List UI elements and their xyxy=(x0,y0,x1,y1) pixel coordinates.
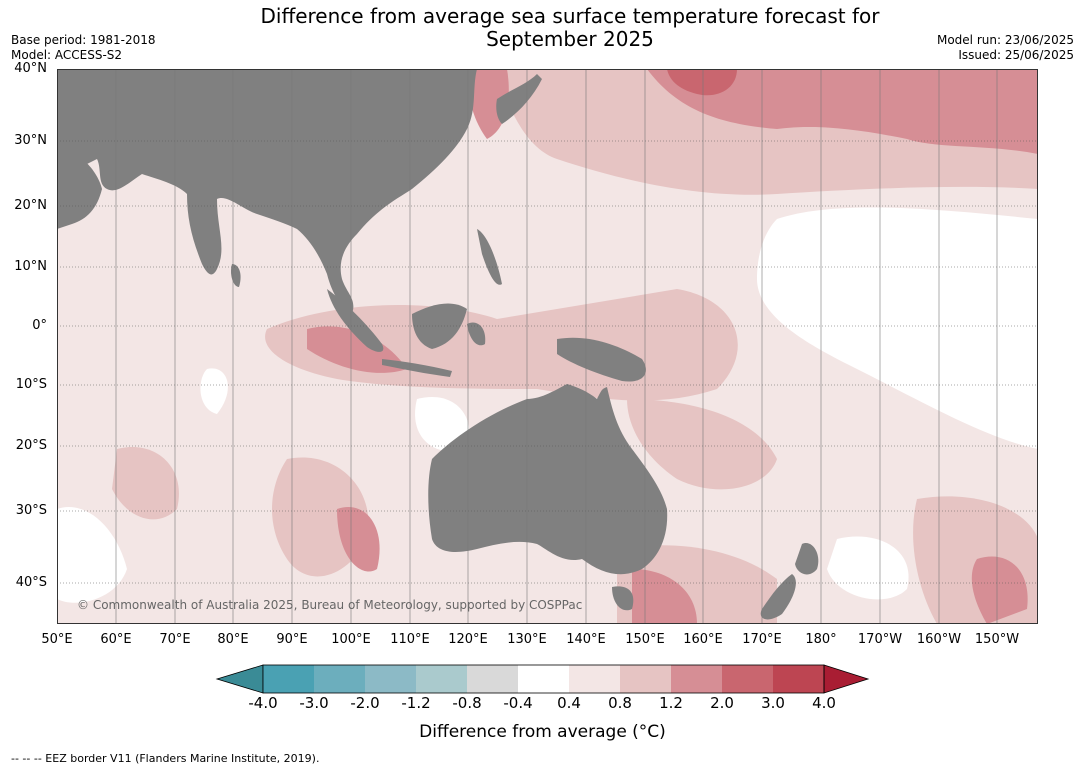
lat-label-40n: 40°N xyxy=(14,61,47,76)
landmass-nz-south-island xyxy=(760,574,796,620)
map-frame xyxy=(57,69,1038,624)
colorbar-cell-11 xyxy=(773,665,824,693)
lon-label-170e: 170°E xyxy=(742,632,782,647)
lon-label-150w: 150°W xyxy=(974,632,1020,647)
anomaly-warmer-japan xyxy=(467,69,509,139)
colorbar-tick-7: 0.8 xyxy=(608,694,632,712)
lat-label-10n: 10°N xyxy=(14,259,47,274)
lat-label-10s: 10°S xyxy=(15,377,47,392)
landmass-new-guinea xyxy=(557,337,646,382)
colorbar-tick-3: -1.2 xyxy=(401,694,431,712)
anomaly-neutral-w-indian xyxy=(200,368,228,414)
landmass-philippines xyxy=(477,229,502,285)
landmass-arabia xyxy=(57,149,102,229)
colorbar-tick-4: -0.8 xyxy=(452,694,482,712)
colorbar-cell-9 xyxy=(671,665,722,693)
meta-right: Model run: 23/06/2025 Issued: 25/06/2025 xyxy=(937,33,1074,63)
eez-footnote: -- -- -- EEZ border V11 (Flanders Marine… xyxy=(11,752,320,765)
anomaly-warmer-nw-pacific xyxy=(647,69,1038,154)
lon-label-80e: 80°E xyxy=(217,632,249,647)
colorbar-tick-5: -0.4 xyxy=(503,694,533,712)
map-title: Difference from average sea surface temp… xyxy=(220,5,920,51)
colorbar-tick-11: 4.0 xyxy=(812,694,836,712)
lon-label-160w: 160°W xyxy=(916,632,962,647)
lon-label-90e: 90°E xyxy=(276,632,308,647)
lon-label-120e: 120°E xyxy=(448,632,488,647)
anomaly-hot-nw-pacific xyxy=(667,69,737,96)
landmass-nz-north-island xyxy=(795,543,819,575)
colorbar-tick-0: -4.0 xyxy=(248,694,278,712)
colorbar-label: Difference from average (°C) xyxy=(419,722,666,742)
landmass-borneo xyxy=(412,303,467,349)
colorbar-tick-1: -3.0 xyxy=(299,694,329,712)
anomaly-warm-s-indian-2 xyxy=(112,447,179,520)
lon-label-180: 180° xyxy=(805,632,837,647)
colorbar-cell-5 xyxy=(467,665,518,693)
lon-label-140e: 140°E xyxy=(566,632,606,647)
lon-label-110e: 110°E xyxy=(390,632,430,647)
colorbar-tick-9: 2.0 xyxy=(710,694,734,712)
sst-anomaly-map xyxy=(57,69,1038,624)
lon-label-170w: 170°W xyxy=(857,632,903,647)
lat-label-30s: 30°S xyxy=(15,503,47,518)
lon-label-50e: 50°E xyxy=(41,632,73,647)
anomaly-neutral-tasman xyxy=(827,536,909,600)
landmass-japan xyxy=(496,74,542,124)
lon-label-60e: 60°E xyxy=(100,632,132,647)
colorbar-cell-7 xyxy=(569,665,620,693)
colorbar-frame xyxy=(262,664,825,694)
colorbar-cell-8 xyxy=(620,665,671,693)
lat-label-30n: 30°N xyxy=(14,133,47,148)
landmass-java xyxy=(382,359,452,377)
colorbar-cell-4 xyxy=(416,665,467,693)
landmass-australia xyxy=(428,384,668,575)
lat-label-20n: 20°N xyxy=(14,198,47,213)
landmass-asia xyxy=(57,69,477,314)
lat-label-0: 0° xyxy=(32,318,47,333)
meta-left: Base period: 1981-2018 Model: ACCESS-S2 xyxy=(11,33,156,63)
anomaly-neutral-sw-indian xyxy=(57,507,127,603)
lon-label-70e: 70°E xyxy=(159,632,191,647)
colorbar-tick-8: 1.2 xyxy=(659,694,683,712)
colorbar-tick-6: 0.4 xyxy=(557,694,581,712)
anomaly-neutral-central-indian xyxy=(415,397,470,452)
colorbar-cell-12 xyxy=(823,664,870,694)
title-line-2: September 2025 xyxy=(486,27,654,51)
anomaly-warmer-s-indian xyxy=(337,507,380,572)
colorbar-tick-2: -2.0 xyxy=(350,694,380,712)
colorbar-cell-2 xyxy=(314,665,365,693)
lat-label-40s: 40°S xyxy=(15,575,47,590)
lon-label-150e: 150°E xyxy=(625,632,665,647)
landmass-sri-lanka xyxy=(230,264,241,287)
model-text: Model: ACCESS-S2 xyxy=(11,48,123,62)
landmass-tasmania xyxy=(612,586,634,611)
map-meridians xyxy=(57,69,998,624)
map-svg xyxy=(57,69,1038,624)
model-run-text: Model run: 23/06/2025 xyxy=(936,33,1074,47)
colorbar xyxy=(215,664,870,694)
colorbar-cell-1 xyxy=(263,665,314,693)
base-period-text: Base period: 1981-2018 xyxy=(11,33,156,47)
colorbar-cell-10 xyxy=(722,665,773,693)
colorbar-cell-6 xyxy=(518,665,569,693)
anomaly-neutral-east-pacific xyxy=(757,207,1038,449)
colorbar-tick-10: 3.0 xyxy=(761,694,785,712)
copyright-notice: © Commonwealth of Australia 2025, Bureau… xyxy=(77,598,583,612)
colorbar-cell-0 xyxy=(215,664,264,694)
title-line-1: Difference from average sea surface temp… xyxy=(260,4,880,28)
landmass-sumatra xyxy=(327,289,384,352)
lon-label-130e: 130°E xyxy=(507,632,547,647)
lon-label-100e: 100°E xyxy=(331,632,371,647)
anomaly-warm-coral-sea xyxy=(627,399,777,490)
issued-text: Issued: 25/06/2025 xyxy=(958,48,1074,62)
lat-label-20s: 20°S xyxy=(15,438,47,453)
lon-label-160e: 160°E xyxy=(683,632,723,647)
landmass-sulawesi xyxy=(467,322,486,346)
anomaly-warmer-se-pacific xyxy=(971,556,1028,624)
colorbar-cell-3 xyxy=(365,665,416,693)
